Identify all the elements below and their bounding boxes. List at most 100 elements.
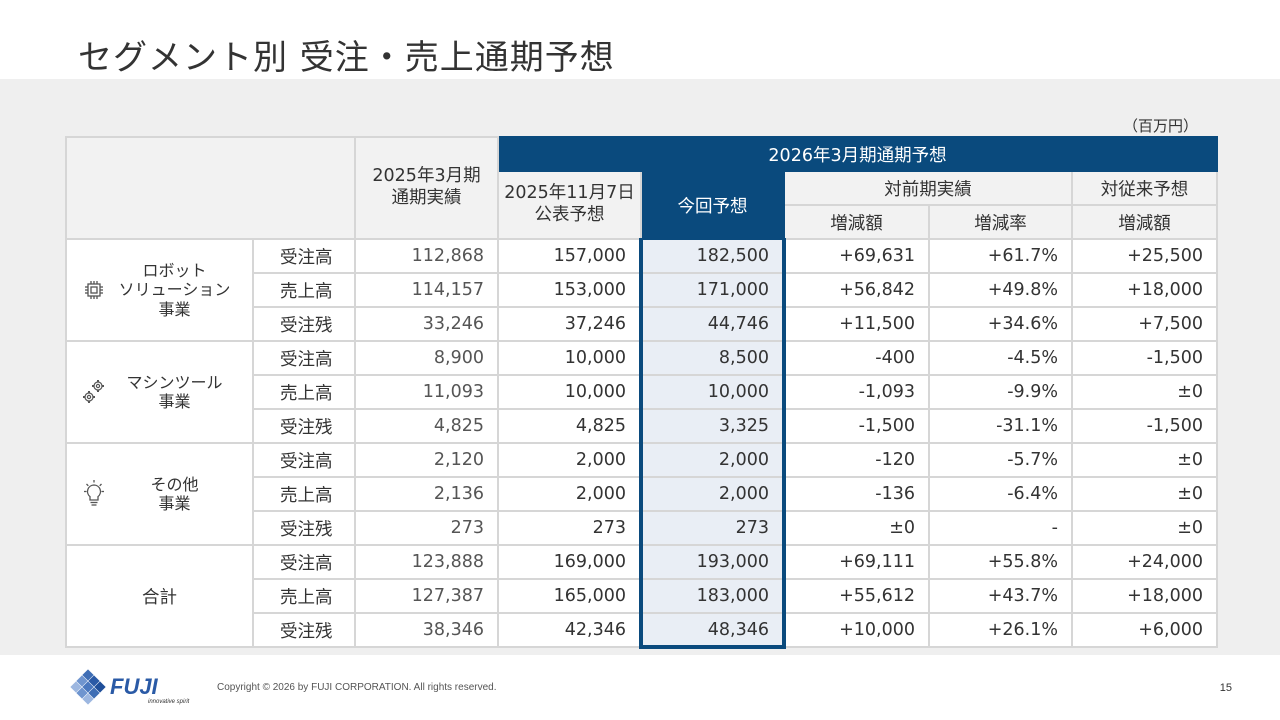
table-row: 受注残 273 273 273 ±0- ±0 [66, 510, 1219, 546]
metric-label: 売上高 [252, 374, 356, 410]
value-rate-vs-prev: -6.4% [928, 476, 1073, 512]
value-prev-actual: 123,888 [354, 544, 499, 580]
value-nov-forecast: 169,000 [497, 544, 642, 580]
value-nov-forecast: 153,000 [497, 272, 642, 308]
lightbulb-icon [81, 479, 107, 509]
value-diff-vs-prev: -136 [783, 476, 930, 512]
header-forecast-group: 2026年3月期通期予想 [496, 136, 1219, 172]
value-diff-vs-old: -1,500 [1070, 340, 1219, 376]
segment-name: マシンツール 事業 [126, 372, 223, 411]
value-current-forecast: 2,000 [639, 442, 786, 478]
table-row: 受注残 4,825 4,825 3,325 -1,500 -31.1% -1,500 [66, 408, 1219, 444]
header-corner [65, 136, 356, 240]
value-diff-vs-prev: -400 [783, 340, 930, 376]
value-rate-vs-prev: -9.9% [928, 374, 1073, 410]
value-prev-actual: 11,093 [354, 374, 499, 410]
value-rate-vs-prev: +43.7% [928, 578, 1073, 614]
metric-label: 売上高 [252, 476, 356, 512]
value-nov-forecast: 165,000 [497, 578, 642, 614]
table-row: 売上高 114,157 153,000 171,000 +56,842 +49.8% +18… [66, 272, 1219, 308]
table-row: 売上高 127,387 165,000 183,000 +55,612 +43.7% +18… [66, 578, 1219, 614]
logo-wordmark: FUJI [110, 674, 159, 699]
value-nov-forecast: 10,000 [497, 340, 642, 376]
value-rate-vs-prev: -4.5% [928, 340, 1073, 376]
header-prev-actual: 2025年3月期 通期実績 [354, 136, 499, 240]
segment-name-total: 合計 [65, 544, 254, 648]
value-diff-vs-prev: ±0 [783, 510, 930, 546]
value-diff-vs-old: ±0 [1070, 374, 1219, 410]
table-row: 売上高 11,093 10,000 10,000 -1,093 -9.9% ±0 [66, 374, 1219, 410]
value-diff-vs-old: ±0 [1070, 442, 1219, 478]
value-diff-vs-prev: -1,500 [783, 408, 930, 444]
value-diff-vs-old: ±0 [1070, 510, 1219, 546]
metric-label: 受注残 [252, 510, 356, 546]
table-row: 合計 受注高 123,888 169,000 193,000 +69,111 +55.8% +… [65, 544, 1219, 648]
value-prev-actual: 2,120 [354, 442, 499, 478]
logo-tagline: innovative spirit [148, 699, 190, 705]
segment-name: ロボット ソリューション 事業 [118, 261, 231, 319]
value-nov-forecast: 37,246 [497, 306, 642, 342]
value-current-forecast: 2,000 [639, 476, 786, 512]
value-diff-vs-prev: -120 [783, 442, 930, 478]
value-diff-vs-old: +18,000 [1070, 272, 1219, 308]
value-diff-vs-prev: -1,093 [783, 374, 930, 410]
table-row: 受注残 38,346 42,346 48,346 +10,000 +26.1% +6,000 [66, 612, 1219, 649]
header-rate: 増減率 [928, 204, 1073, 240]
metric-label: 受注残 [252, 408, 356, 444]
metric-label: 受注残 [252, 306, 356, 342]
value-nov-forecast: 157,000 [497, 238, 642, 274]
value-prev-actual: 33,246 [354, 306, 499, 342]
value-rate-vs-prev: +61.7% [928, 238, 1073, 274]
segment-cell: その他 事業 [65, 442, 254, 546]
table-row: マシンツール 事業 受注高 8,900 10,000 8,500 -400 -4.5% -1,5… [65, 340, 1219, 444]
value-current-forecast: 44,746 [639, 306, 786, 342]
chip-icon [81, 275, 107, 305]
copyright: Copyright © 2026 by FUJI CORPORATION. Al… [217, 682, 497, 693]
value-rate-vs-prev: +49.8% [928, 272, 1073, 308]
value-nov-forecast: 4,825 [497, 408, 642, 444]
value-current-forecast: 8,500 [639, 340, 786, 376]
value-current-forecast: 10,000 [639, 374, 786, 410]
value-diff-vs-prev: +55,612 [783, 578, 930, 614]
value-current-forecast: 182,500 [639, 238, 786, 274]
fuji-logo: FUJI innovative spirit [70, 667, 205, 707]
header-current-forecast: 今回予想 [640, 170, 785, 240]
metric-label: 受注残 [252, 612, 356, 648]
value-prev-actual: 2,136 [354, 476, 499, 512]
metric-label: 受注高 [252, 340, 356, 376]
segment-cell: ロボット ソリューション 事業 [65, 238, 254, 342]
value-rate-vs-prev: -31.1% [928, 408, 1073, 444]
value-rate-vs-prev: +55.8% [928, 544, 1073, 580]
gears-icon [81, 377, 107, 407]
value-diff-vs-old: +7,500 [1070, 306, 1219, 342]
value-diff-vs-old: +25,500 [1070, 238, 1219, 274]
value-nov-forecast: 273 [497, 510, 642, 546]
header-diff: 増減額 [783, 204, 930, 240]
value-diff-vs-old: +18,000 [1070, 578, 1219, 614]
value-nov-forecast: 2,000 [497, 476, 642, 512]
header-nov-forecast: 2025年11月7日 公表予想 [497, 170, 642, 240]
page-title: セグメント別 受注・売上通期予想 [78, 38, 615, 78]
logo-diamonds-icon [70, 669, 106, 705]
page-number: 15 [1219, 682, 1232, 694]
value-rate-vs-prev: +26.1% [928, 612, 1073, 648]
value-diff-vs-prev: +10,000 [783, 612, 930, 648]
forecast-table: 2025年3月期 通期実績 2026年3月期通期予想 2025年11月7日 公表予想… [65, 136, 1219, 649]
value-current-forecast: 273 [639, 510, 786, 546]
value-current-forecast: 183,000 [639, 578, 786, 614]
value-current-forecast: 193,000 [639, 544, 786, 580]
value-prev-actual: 4,825 [354, 408, 499, 444]
value-diff-vs-old: -1,500 [1070, 408, 1219, 444]
value-diff-vs-prev: +11,500 [783, 306, 930, 342]
value-current-forecast: 171,000 [639, 272, 786, 308]
value-diff-vs-prev: +69,111 [783, 544, 930, 580]
metric-label: 受注高 [252, 238, 356, 274]
table-row: ロボット ソリューション 事業 受注高 112,868 157,000 182,500 +69… [65, 238, 1219, 342]
value-prev-actual: 112,868 [354, 238, 499, 274]
table-row: その他 事業 受注高 2,120 2,000 2,000 -120 -5.7% ±0 [65, 442, 1219, 546]
value-prev-actual: 114,157 [354, 272, 499, 308]
metric-label: 売上高 [252, 578, 356, 614]
header-vs-prev: 対前期実績 [783, 170, 1073, 206]
value-prev-actual: 273 [354, 510, 499, 546]
value-rate-vs-prev: - [928, 510, 1073, 546]
